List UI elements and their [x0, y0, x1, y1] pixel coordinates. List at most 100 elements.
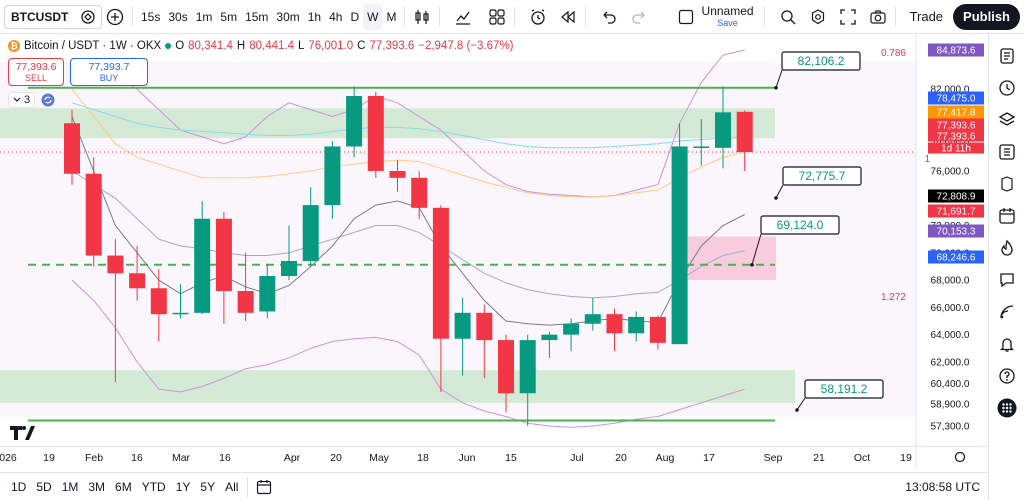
layers-icon[interactable] [993, 106, 1021, 134]
candle-bullish[interactable] [324, 146, 341, 206]
candle-bullish[interactable] [563, 323, 580, 335]
indicators-toggle[interactable]: 3 [8, 92, 36, 108]
candle-bearish[interactable] [411, 177, 428, 208]
range-1y[interactable]: 1Y [175, 479, 191, 494]
redo-icon[interactable] [626, 4, 652, 30]
undo-icon[interactable] [596, 4, 622, 30]
candle-bullish[interactable] [715, 112, 731, 148]
quick-search-icon[interactable] [775, 4, 801, 30]
candle-bullish[interactable] [519, 340, 536, 394]
candle-bullish[interactable] [541, 334, 558, 341]
candle-bullish[interactable] [259, 276, 276, 312]
interval-30s[interactable]: 30s [168, 9, 188, 24]
legend-title[interactable]: Bitcoin / USDT · 1W · OKX [24, 40, 162, 52]
candle-bearish[interactable] [389, 171, 406, 178]
range-5y[interactable]: 5Y [200, 479, 216, 494]
candle-bearish[interactable] [64, 123, 80, 174]
candle-bullish[interactable] [194, 218, 211, 313]
callout-69124-box[interactable] [760, 215, 840, 235]
compare-icon[interactable] [81, 9, 95, 24]
interval-1h[interactable]: 1h [307, 9, 322, 24]
candle-bullish[interactable] [628, 316, 645, 334]
chat-icon[interactable] [993, 266, 1021, 294]
candle-bearish[interactable] [129, 273, 146, 289]
candle-bullish[interactable] [693, 146, 710, 148]
candle-bearish[interactable] [150, 288, 167, 315]
sell-button[interactable]: 77,393.6 SELL [8, 58, 64, 86]
interval-m[interactable]: M [386, 9, 397, 24]
range-1d[interactable]: 1D [11, 479, 27, 494]
candle-bullish[interactable] [454, 312, 471, 339]
indicator-sync-icon[interactable] [41, 93, 55, 107]
chart-pane[interactable]: 82,106.2 72,775.7 69,124.0 58,191.2 0.786 1.2… [0, 34, 988, 468]
streams-broadcast-icon[interactable] [993, 298, 1021, 326]
support-resistance-zone[interactable] [0, 370, 795, 403]
highlight-box[interactable] [688, 236, 776, 281]
layout-selector[interactable]: Unnamed Save [678, 5, 754, 28]
candle-bullish[interactable] [346, 96, 363, 147]
candle-bearish[interactable] [85, 173, 102, 256]
candle-bearish[interactable] [215, 218, 232, 292]
candle-bearish[interactable] [606, 314, 623, 334]
interval-15s[interactable]: 15s [141, 9, 161, 24]
candle-bullish[interactable] [584, 314, 601, 324]
publish-button[interactable]: Publish [953, 3, 1020, 30]
tradingview-logo-icon[interactable] [10, 426, 35, 440]
add-symbol-icon[interactable] [102, 4, 128, 30]
candle-bearish[interactable] [736, 111, 753, 152]
candles-chart-type-icon[interactable] [409, 4, 435, 30]
range-1m[interactable]: 1M [61, 479, 79, 494]
callout-72775-box[interactable] [782, 166, 862, 186]
candle-bullish[interactable] [172, 312, 189, 315]
candle-bullish[interactable] [671, 146, 688, 345]
candle-bullish[interactable] [302, 205, 319, 262]
buy-button[interactable]: 77,393.7 BUY [70, 58, 148, 86]
callout-58191-box[interactable] [804, 379, 884, 399]
ideas-icon[interactable] [993, 170, 1021, 198]
range-all[interactable]: All [225, 479, 239, 494]
hotlists-flame-icon[interactable] [993, 234, 1021, 262]
candle-bearish[interactable] [107, 255, 124, 274]
range-6m[interactable]: 6M [115, 479, 132, 494]
trade-button[interactable]: Trade [909, 9, 944, 24]
price-chart[interactable]: 82,106.2 72,775.7 69,124.0 58,191.2 0.786 1.2… [0, 34, 988, 468]
interval-30m[interactable]: 30m [276, 9, 300, 24]
utc-clock[interactable]: 13:08:58 UTC [905, 479, 980, 494]
interval-d[interactable]: D [350, 9, 360, 24]
indicators-icon[interactable] [450, 4, 476, 30]
go-to-date-calendar-icon[interactable] [256, 479, 272, 495]
candle-bullish[interactable] [281, 261, 297, 277]
alerts-clock-icon[interactable] [993, 74, 1021, 102]
interval-w[interactable]: W [363, 3, 383, 30]
support-resistance-zone[interactable] [0, 108, 775, 139]
interval-5m[interactable]: 5m [220, 9, 238, 24]
fullscreen-icon[interactable] [835, 4, 861, 30]
templates-grid-icon[interactable] [484, 4, 510, 30]
interval-4h[interactable]: 4h [329, 9, 343, 24]
candle-bearish[interactable] [498, 340, 514, 394]
candle-bearish[interactable] [432, 207, 449, 339]
object-tree-icon[interactable] [993, 138, 1021, 166]
apps-grid-icon[interactable] [993, 394, 1021, 422]
range-3m[interactable]: 3M [88, 479, 106, 494]
snapshot-camera-icon[interactable] [865, 4, 891, 30]
interval-1m[interactable]: 1m [195, 9, 213, 24]
candle-bearish[interactable] [237, 291, 254, 313]
range-ytd[interactable]: YTD [141, 479, 166, 494]
axis-settings-gear-icon[interactable] [954, 451, 966, 463]
candle-bearish[interactable] [367, 96, 384, 172]
settings-gear-icon[interactable] [805, 4, 831, 30]
interval-15m[interactable]: 15m [245, 9, 269, 24]
range-5d[interactable]: 5D [36, 479, 52, 494]
alert-icon[interactable] [525, 4, 551, 30]
callout-82106-box[interactable] [781, 51, 861, 71]
candle-bearish[interactable] [649, 316, 666, 343]
replay-icon[interactable] [555, 4, 581, 30]
watchlist-icon[interactable] [993, 42, 1021, 70]
calendar-icon[interactable] [993, 202, 1021, 230]
help-icon[interactable] [993, 362, 1021, 390]
layout-save-status[interactable]: Save [717, 18, 738, 28]
candle-bearish[interactable] [476, 312, 493, 341]
notifications-bell-icon[interactable] [993, 330, 1021, 358]
symbol-search[interactable]: BTCUSDT [4, 4, 102, 29]
